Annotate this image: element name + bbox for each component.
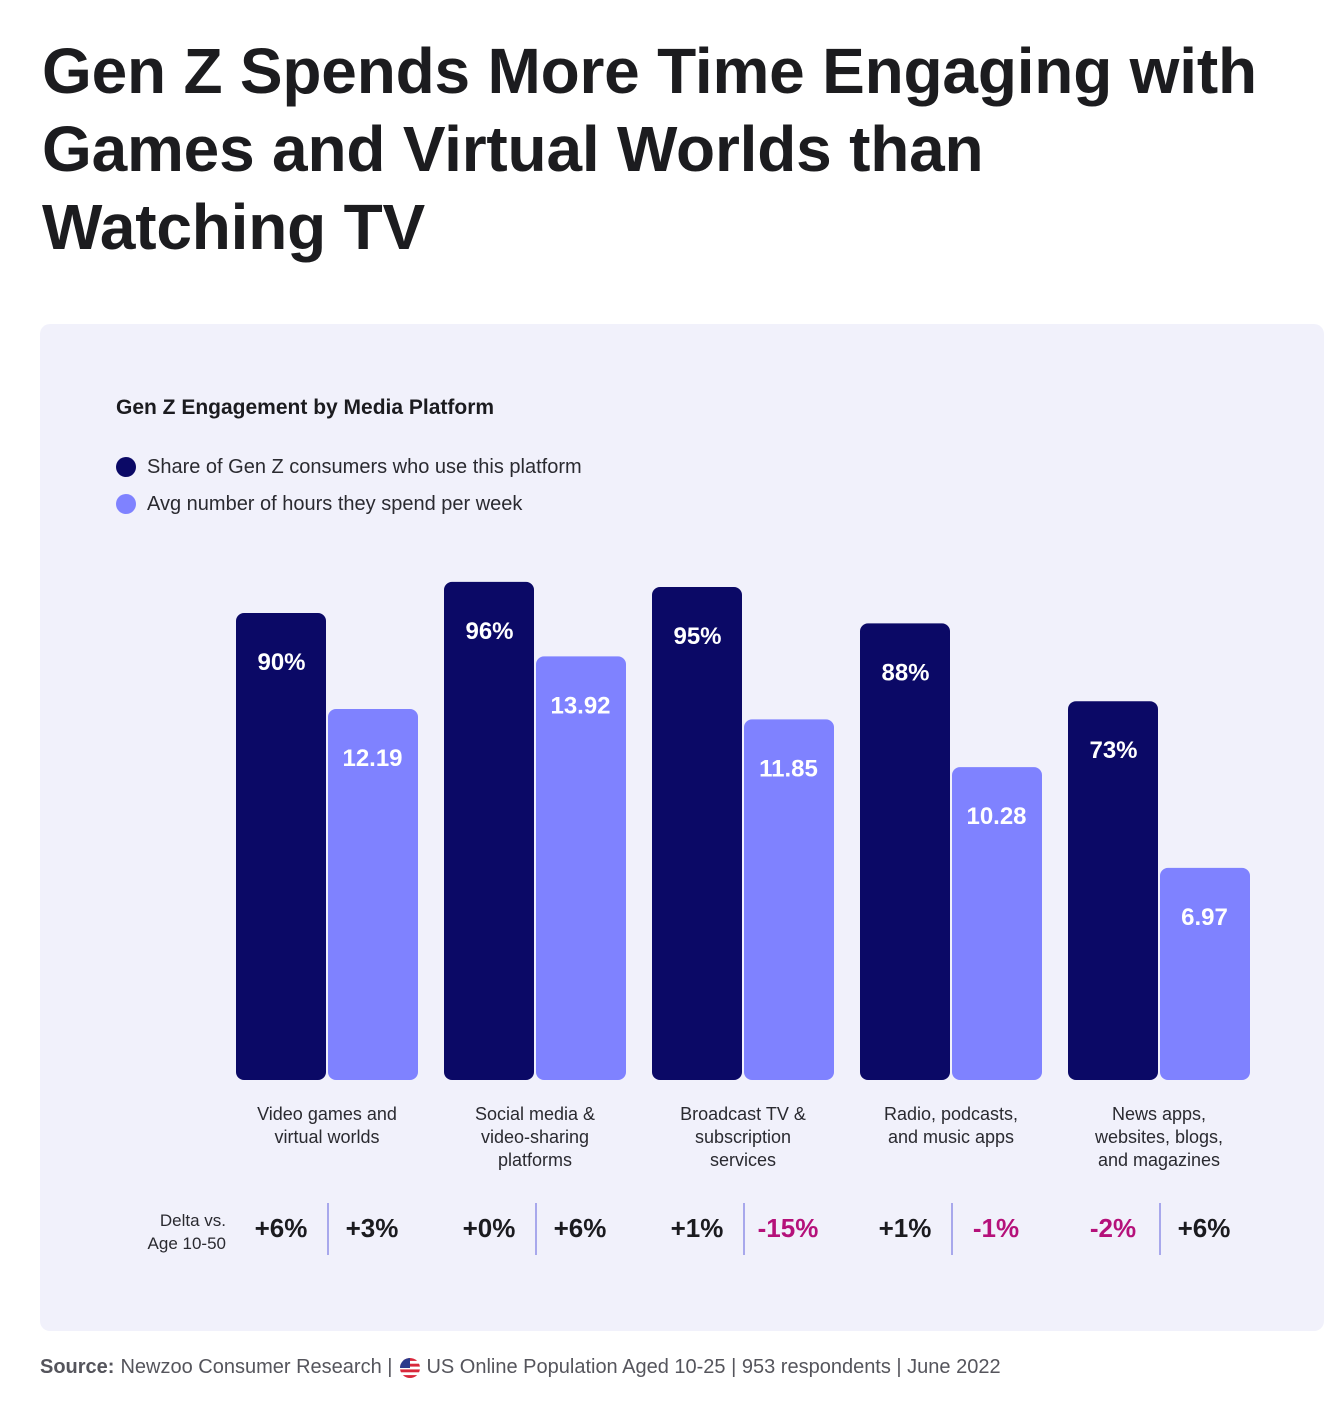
delta-hours-3: -1% [972,1213,1020,1243]
delta-share-0: +6% [254,1213,308,1243]
page-title: Gen Z Spends More Time Engaging with Gam… [42,35,1257,263]
source-line: Source: Newzoo Consumer Research | US On… [40,1356,1001,1379]
source-label: Source: [40,1356,115,1378]
bar-share-3 [860,623,950,1080]
category-label-line: and magazines [1097,1150,1221,1170]
category-label-line: virtual worlds [274,1127,380,1147]
delta-divider [1159,1203,1161,1255]
legend-label-share: Share of Gen Z consumers who use this pl… [147,455,582,478]
data-label-hours-1: 13.92 [550,692,610,719]
category-label-line: platforms [497,1150,573,1170]
bar-hours-4 [1160,867,1250,1080]
bar-hours-2 [744,719,834,1080]
legend-label-hours: Avg number of hours they spend per week [147,492,523,515]
delta-share-4: -2% [1089,1213,1137,1243]
data-label-share-1: 96% [465,618,513,645]
category-label-line: subscription [694,1127,792,1147]
legend-item-hours: Avg number of hours they spend per week [116,491,522,517]
category-label-line: video-sharing [480,1127,590,1147]
category-label-line: services [709,1150,776,1170]
bar-share-0 [236,613,326,1080]
data-label-share-2: 95% [673,623,721,650]
legend-dot-hours [116,494,136,514]
delta-caption-line-1: Delta vs. [159,1211,226,1230]
category-label-line: websites, blogs, [1094,1127,1224,1147]
delta-divider [743,1203,745,1255]
data-label-hours-0: 12.19 [342,745,402,772]
delta-hours-1: +6% [553,1213,607,1243]
data-label-hours-2: 11.85 [759,755,818,782]
category-label-3: Radio, podcasts, and music apps [841,1103,1061,1149]
delta-hours-2: -15% [757,1213,819,1243]
delta-hours-4: +6% [1177,1213,1231,1243]
category-label-1: Social media & video-sharing platforms [425,1103,645,1172]
bar-hours-3 [952,767,1042,1080]
delta-caption-line-2: Age 10-50 [147,1234,226,1253]
bar-share-2 [652,587,742,1080]
data-label-hours-3: 10.28 [966,803,1026,830]
bar-hours-1 [536,656,626,1080]
delta-share-1: +0% [462,1213,516,1243]
delta-divider [951,1203,953,1255]
us-flag-icon [400,1357,421,1378]
data-label-share-3: 88% [881,659,929,686]
source-text: Newzoo Consumer Research | [120,1356,393,1378]
chart-title: Gen Z Engagement by Media Platform [116,396,495,419]
delta-caption: Delta vs. Age 10-50 [108,1209,226,1255]
category-label-line: News apps, [1111,1104,1207,1124]
delta-share-2: +1% [670,1213,724,1243]
bar-share-1 [444,581,534,1080]
category-label-2: Broadcast TV & subscription services [633,1103,853,1172]
category-label-0: Video games and virtual worlds [217,1103,437,1149]
category-label-line: and music apps [887,1127,1015,1147]
delta-share-3: +1% [878,1213,932,1243]
category-label-4: News apps, websites, blogs, and magazines [1049,1103,1269,1172]
delta-divider [535,1203,537,1255]
legend-item-share: Share of Gen Z consumers who use this pl… [116,454,582,480]
data-label-share-0: 90% [257,649,305,676]
category-label-line: Social media & [474,1104,596,1124]
data-label-share-4: 73% [1089,737,1137,764]
category-label-line: Broadcast TV & [680,1104,806,1124]
delta-hours-0: +3% [345,1213,399,1243]
source-detail: US Online Population Aged 10-25 | 953 re… [426,1356,1001,1378]
delta-divider [327,1203,329,1255]
category-label-line: Radio, podcasts, [883,1104,1019,1124]
bar-hours-0 [328,709,418,1080]
legend-dot-share [116,457,136,477]
data-label-hours-4: 6.97 [1181,904,1228,931]
bar-share-4 [1068,701,1158,1080]
category-label-line: Video games and [257,1104,397,1124]
